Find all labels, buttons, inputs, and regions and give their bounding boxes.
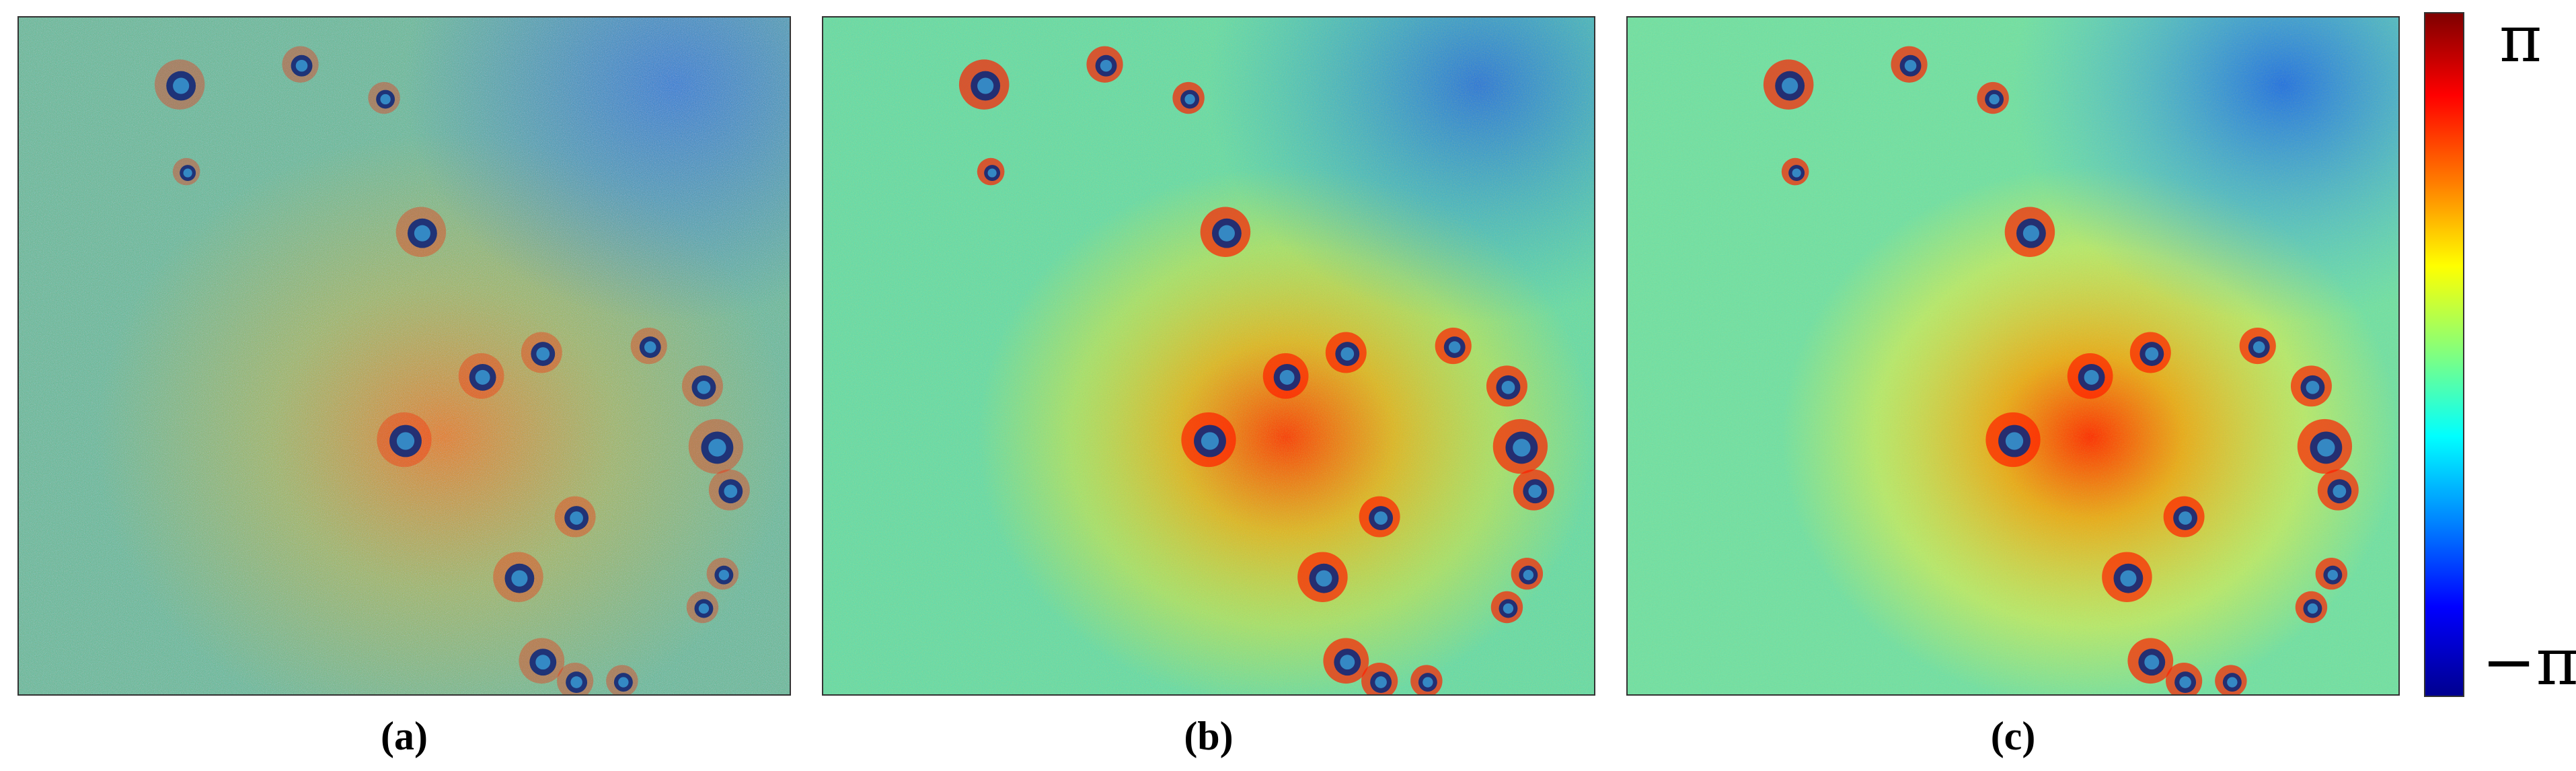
crater-center — [173, 77, 190, 94]
caption-c: (c) — [1990, 714, 2036, 758]
phase-image-b-svg — [823, 17, 1594, 694]
phase-image-a — [17, 16, 791, 696]
phase-colorbar — [2424, 12, 2464, 697]
crater-center — [2252, 341, 2265, 353]
crater-center — [1528, 484, 1542, 499]
crater-center — [1201, 432, 1219, 450]
crater-center — [511, 570, 528, 587]
crater-center — [1523, 570, 1534, 581]
crater-center — [2317, 439, 2335, 457]
crater-center — [1375, 676, 1387, 688]
crater-center — [2022, 225, 2039, 242]
crater-center — [2179, 676, 2191, 688]
crater-center — [535, 655, 551, 670]
crater-center — [2145, 347, 2159, 361]
crater-center — [1423, 677, 1433, 688]
crater-center — [2005, 432, 2024, 450]
crater-center — [644, 341, 656, 353]
crater-center — [1792, 168, 1801, 178]
crater-center — [1316, 570, 1332, 587]
crater-center — [570, 511, 583, 525]
crater-center — [396, 432, 415, 450]
crater-center — [1100, 59, 1112, 72]
crater-center — [2227, 677, 2238, 688]
crater-center — [2084, 369, 2099, 385]
crater-center — [2307, 603, 2318, 614]
crater-center — [697, 380, 711, 394]
phase-image-b — [822, 16, 1595, 696]
colorbar-min-label: −π — [2482, 624, 2576, 700]
crater-marks-b — [958, 46, 1554, 694]
crater-center — [2120, 570, 2137, 587]
crater-center — [475, 369, 490, 385]
crater-center — [2306, 380, 2320, 394]
crater-center — [2333, 484, 2347, 499]
crater-center — [1340, 655, 1355, 670]
crater-center — [1279, 369, 1295, 385]
crater-center — [295, 59, 308, 72]
crater-center — [414, 225, 430, 242]
crater-center — [1501, 380, 1515, 394]
crater-center — [1340, 347, 1355, 361]
crater-marks-c — [1763, 46, 2359, 694]
crater-center — [536, 347, 550, 361]
crater-center — [1374, 511, 1388, 525]
crater-center — [987, 168, 997, 178]
crater-center — [2179, 511, 2192, 525]
crater-center — [2144, 655, 2160, 670]
crater-center — [718, 570, 730, 581]
phase-image-c-svg — [1628, 17, 2398, 694]
caption-b: (b) — [1184, 714, 1234, 758]
crater-center — [570, 676, 582, 688]
crater-center — [1904, 59, 1917, 72]
crater-center — [1782, 77, 1798, 94]
crater-center — [618, 677, 629, 688]
crater-center — [1989, 94, 2000, 105]
crater-center — [724, 484, 738, 499]
crater-marks-a — [154, 46, 750, 694]
crater-center — [708, 439, 726, 457]
crater-center — [1218, 225, 1235, 242]
caption-a: (a) — [381, 714, 428, 758]
crater-center — [380, 94, 391, 105]
crater-center — [1513, 439, 1531, 457]
crater-center — [698, 603, 710, 614]
phase-image-a-svg — [19, 17, 790, 694]
crater-center — [2327, 570, 2339, 581]
crater-center — [183, 168, 192, 178]
crater-center — [977, 77, 994, 94]
colorbar-max-label: π — [2499, 1, 2542, 77]
phase-image-c — [1626, 16, 2400, 696]
crater-center — [1184, 94, 1195, 105]
crater-center — [1503, 603, 1514, 614]
crater-center — [1448, 341, 1461, 353]
